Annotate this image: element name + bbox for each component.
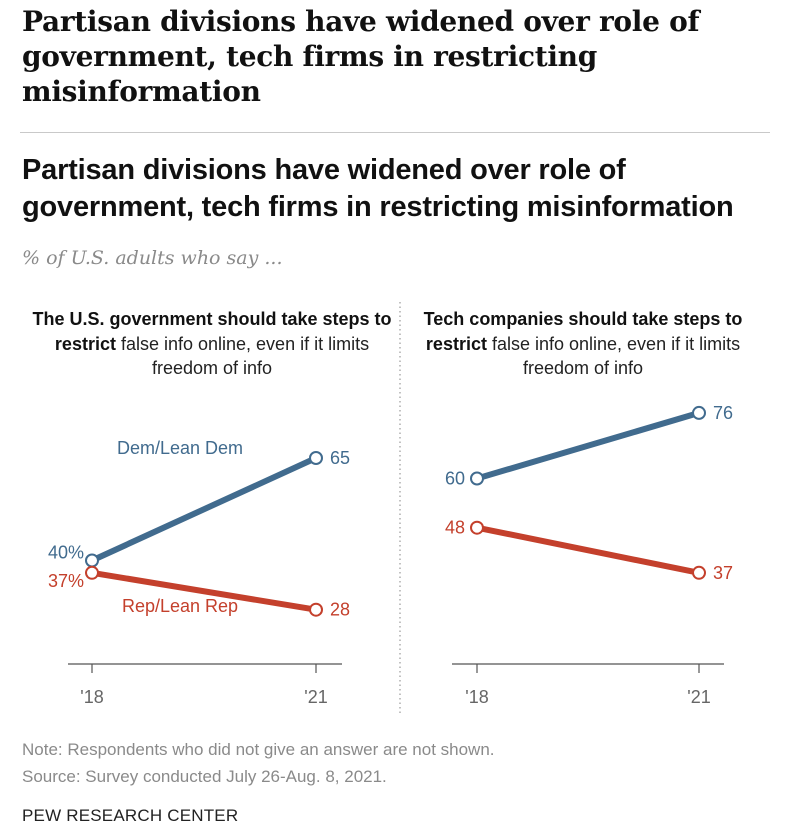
series-line-government-1: [89, 569, 319, 613]
data-label-tech-0-0: 60: [445, 469, 465, 489]
chart-note: Note: Respondents who did not give an an…: [22, 740, 495, 759]
x-tick-label-government-0: '18: [80, 687, 103, 707]
x-tick-label-tech-0: '18: [465, 687, 488, 707]
data-point-government-0-0: [85, 553, 99, 568]
data-label-government-0-1: 65: [330, 448, 350, 468]
series-label-dem: Dem/Lean Dem: [117, 438, 243, 458]
data-point-government-1-0: [85, 565, 99, 580]
series-label-rep: Rep/Lean Rep: [122, 596, 238, 616]
data-label-tech-1-1: 37: [713, 563, 733, 583]
data-point-government-1-1: [309, 602, 323, 617]
panel-title-government: The U.S. government should take steps to…: [32, 307, 392, 381]
series-line-tech-0: [474, 409, 702, 482]
chart-subtitle: % of U.S. adults who say ...: [22, 247, 283, 269]
series-line-tech-1: [474, 524, 702, 576]
page-title: Partisan divisions have widened over rol…: [22, 5, 700, 108]
series-line-government-0: [89, 455, 319, 564]
panel-title-tech: Tech companies should take steps to rest…: [403, 307, 763, 381]
chart-title: Partisan divisions have widened over rol…: [22, 154, 734, 223]
brand-logo-text: PEW RESEARCH CENTER: [22, 806, 239, 825]
data-label-government-0-0: 40%: [48, 543, 84, 563]
data-label-tech-0-1: 76: [713, 403, 733, 423]
data-point-tech-0-0: [470, 471, 484, 486]
data-label-tech-1-0: 48: [445, 518, 465, 538]
data-point-tech-1-0: [470, 520, 484, 535]
panel-title-government-rest: false info online, even if it limits fre…: [115, 333, 370, 379]
data-label-government-1-0: 37%: [48, 571, 84, 591]
data-point-tech-1-1: [692, 565, 706, 580]
data-point-tech-0-1: [692, 405, 706, 420]
x-tick-label-tech-1: '21: [687, 687, 710, 707]
title-divider: [20, 132, 770, 133]
panel-title-government-bold: The U.S. government should take steps to…: [32, 309, 392, 354]
chart-source: Source: Survey conducted July 26-Aug. 8,…: [22, 767, 387, 786]
data-point-government-0-1: [309, 451, 323, 465]
panel-title-tech-bold: Tech companies should take steps to rest…: [423, 309, 743, 354]
data-label-government-1-1: 28: [330, 600, 350, 620]
panel-title-tech-rest: false info online, even if it limits fre…: [486, 333, 741, 379]
x-tick-label-government-1: '21: [304, 687, 327, 707]
